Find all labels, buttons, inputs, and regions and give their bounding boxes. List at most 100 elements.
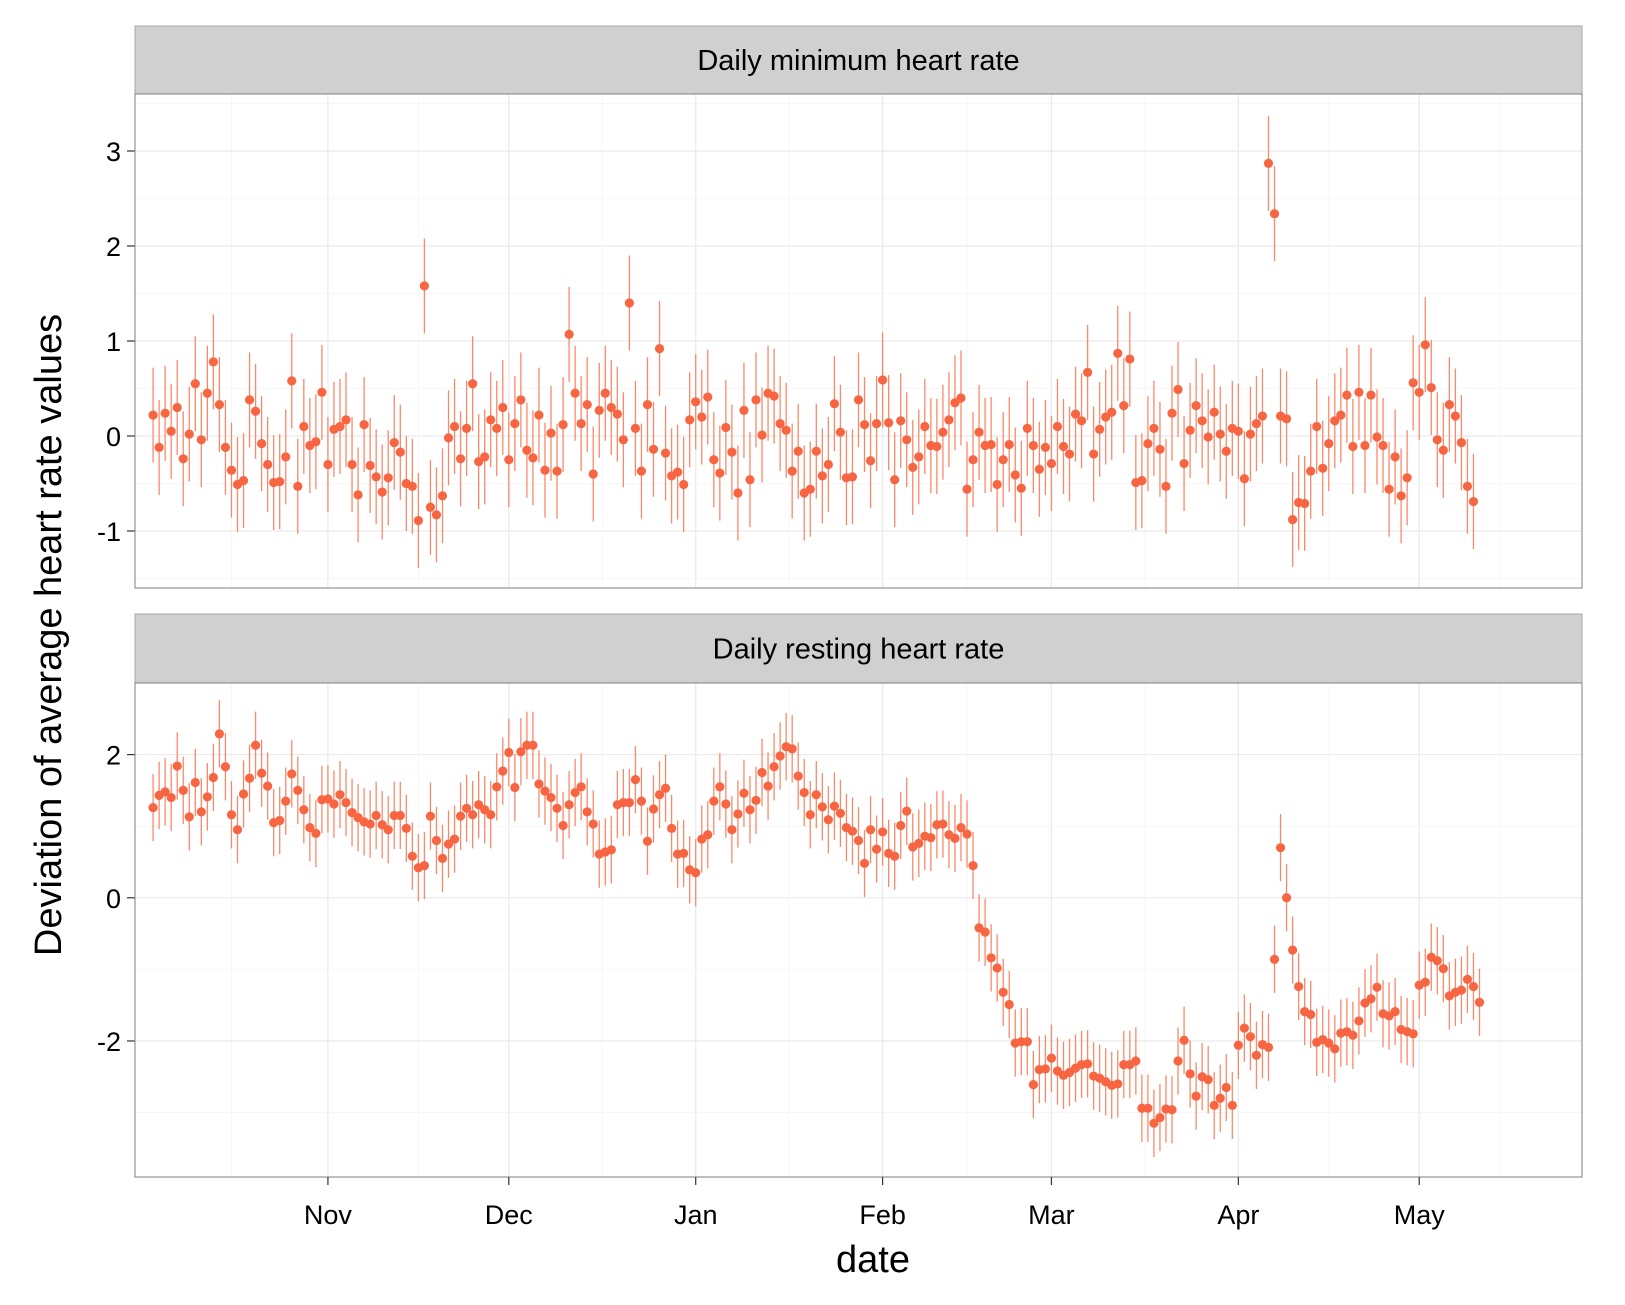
data-point <box>739 788 749 798</box>
data-point <box>733 809 743 819</box>
data-point <box>673 467 683 477</box>
facet-strip-label: Daily resting heart rate <box>713 634 1005 666</box>
data-point <box>1227 1100 1237 1111</box>
data-point <box>275 477 285 487</box>
data-point <box>1221 1082 1231 1093</box>
data-point <box>636 796 647 806</box>
data-point <box>196 435 206 445</box>
data-point <box>281 452 291 462</box>
data-point <box>570 787 580 798</box>
data-point <box>480 452 490 462</box>
data-point <box>528 740 538 750</box>
data-point <box>1408 1029 1418 1039</box>
data-point <box>263 781 273 791</box>
y-tick-label: 1 <box>106 327 121 357</box>
data-point <box>811 446 821 456</box>
data-point <box>1058 441 1069 452</box>
data-point <box>1173 384 1183 395</box>
data-point <box>865 825 876 835</box>
data-point <box>552 803 562 813</box>
data-point <box>244 395 255 405</box>
data-point <box>1173 1056 1183 1066</box>
data-point <box>1330 416 1340 426</box>
data-point <box>751 795 761 806</box>
data-point <box>449 421 460 432</box>
data-point <box>455 811 466 821</box>
data-point <box>516 395 526 405</box>
data-point <box>962 484 972 494</box>
data-point <box>859 420 870 430</box>
data-point <box>1095 424 1105 434</box>
data-point <box>1155 444 1165 454</box>
y-axis-title: Deviation of average heart rate values <box>28 314 70 956</box>
data-point <box>178 785 188 795</box>
data-point <box>293 481 303 491</box>
data-point <box>1390 452 1400 462</box>
data-point <box>1468 496 1479 507</box>
data-point <box>890 475 900 485</box>
data-point <box>214 400 225 410</box>
data-point <box>835 808 846 818</box>
data-point <box>353 490 363 500</box>
data-point <box>986 439 996 450</box>
x-axis: Nov Dec Jan Feb Mar Apr May <box>304 1177 1445 1230</box>
data-point <box>1185 425 1195 435</box>
data-point <box>709 455 719 465</box>
data-point <box>715 782 725 792</box>
data-point <box>986 953 996 963</box>
data-point <box>564 800 574 810</box>
data-point <box>1360 440 1370 451</box>
data-point <box>612 409 622 419</box>
data-point <box>1275 843 1286 853</box>
data-point <box>443 433 454 443</box>
data-point <box>1257 411 1268 421</box>
data-point <box>190 379 200 389</box>
data-point <box>226 810 237 820</box>
data-point <box>1191 1091 1201 1101</box>
data-point <box>1426 382 1436 393</box>
data-point <box>769 391 779 401</box>
data-point <box>1016 483 1026 493</box>
data-point <box>998 455 1008 465</box>
data-point <box>1119 401 1129 411</box>
data-point <box>1348 441 1358 452</box>
data-point <box>1462 974 1473 985</box>
data-point <box>1263 1042 1274 1053</box>
data-point <box>1161 481 1171 491</box>
data-point <box>1269 954 1280 964</box>
data-point <box>1438 964 1448 974</box>
data-point <box>540 465 550 475</box>
data-point <box>1113 1079 1123 1089</box>
data-point <box>401 823 411 833</box>
data-point <box>715 468 725 478</box>
data-point <box>1420 977 1430 987</box>
x-tick-label: Feb <box>859 1200 906 1230</box>
data-point <box>1215 1093 1225 1103</box>
data-point <box>323 459 333 470</box>
data-point <box>914 838 924 848</box>
data-point <box>884 418 894 428</box>
data-point <box>914 452 924 462</box>
y-tick-label: 0 <box>106 884 121 914</box>
data-point <box>437 853 448 864</box>
data-point <box>721 799 731 809</box>
data-point <box>745 475 755 485</box>
data-point <box>1354 387 1364 397</box>
data-point <box>1028 440 1038 451</box>
data-point <box>160 408 170 418</box>
data-point <box>202 388 212 398</box>
data-point <box>582 400 592 410</box>
data-point <box>347 807 357 818</box>
data-point <box>275 815 285 826</box>
data-point <box>1324 1038 1334 1048</box>
data-point <box>558 420 568 430</box>
data-point <box>1197 416 1207 426</box>
data-point <box>805 810 815 820</box>
data-point <box>920 421 930 432</box>
data-point <box>745 805 755 815</box>
data-point <box>1378 440 1388 451</box>
data-point <box>287 769 297 779</box>
data-point <box>395 810 405 821</box>
data-point <box>950 833 960 843</box>
